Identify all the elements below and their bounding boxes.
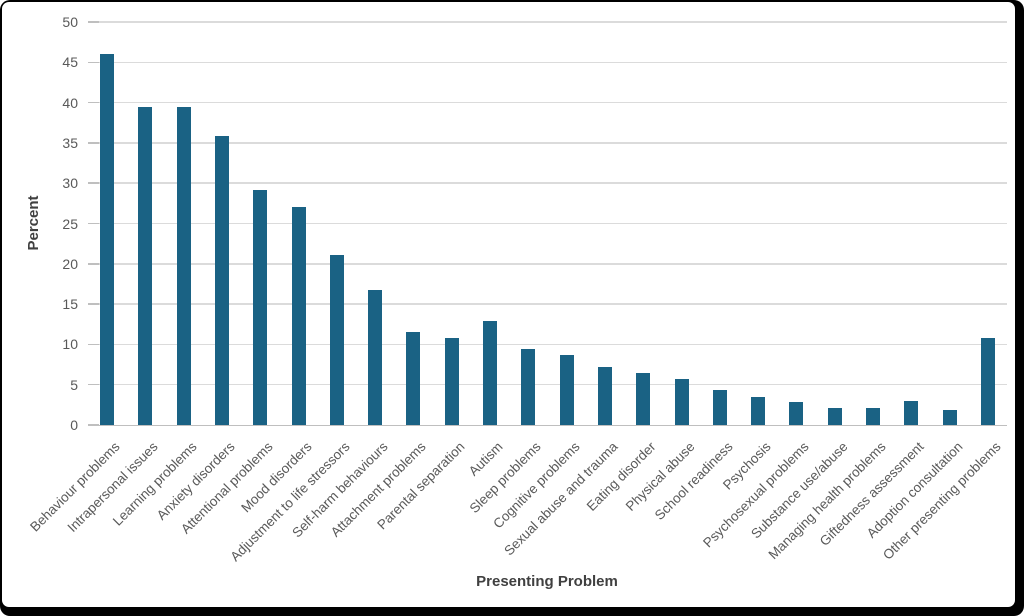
y-axis-tick bbox=[88, 21, 99, 23]
y-axis-tick-label: 30 bbox=[62, 175, 78, 192]
y-axis-tick bbox=[88, 182, 99, 184]
y-axis-tick-label: 15 bbox=[62, 296, 78, 313]
y-axis-tick-label: 35 bbox=[62, 134, 78, 151]
bar-behaviour-problems bbox=[100, 54, 115, 425]
bar-intrapersonal-issues bbox=[138, 107, 153, 425]
x-axis-line bbox=[88, 424, 1007, 426]
y-axis-tick-label: 20 bbox=[62, 255, 78, 272]
gridline bbox=[88, 383, 1007, 386]
gridline bbox=[88, 142, 1007, 144]
bar-psychosexual-problems bbox=[789, 402, 804, 425]
bar-adjustment-to-life-stressors bbox=[329, 254, 344, 425]
bar-adoption-consultation bbox=[942, 409, 957, 425]
gridline bbox=[88, 101, 1007, 104]
bar-school-readiness bbox=[712, 390, 727, 425]
y-axis-tick-label: 45 bbox=[62, 54, 78, 71]
y-axis-tick bbox=[88, 222, 99, 225]
y-axis-tick-label: 40 bbox=[62, 94, 78, 111]
bar-giftedness-assessment bbox=[904, 400, 919, 425]
y-axis-tick-label: 5 bbox=[70, 376, 78, 393]
y-axis-tick bbox=[88, 61, 99, 64]
bar-cognitive-problems bbox=[559, 354, 574, 425]
y-axis-tick bbox=[88, 383, 99, 386]
y-axis-tick-label: 25 bbox=[62, 215, 78, 232]
gridline bbox=[88, 222, 1007, 225]
y-axis-tick-label: 50 bbox=[62, 14, 78, 30]
y-axis-tick bbox=[88, 343, 99, 346]
gridline bbox=[88, 182, 1007, 184]
bar-learning-problems bbox=[176, 107, 191, 425]
gridline bbox=[88, 343, 1007, 346]
bar-attachment-problems bbox=[406, 331, 421, 425]
bar-attentional-problems bbox=[253, 189, 268, 425]
bar-eating-disorder bbox=[636, 372, 651, 425]
bar-sexual-abuse-and-trauma bbox=[597, 366, 612, 425]
y-axis-tick bbox=[88, 142, 99, 144]
bar-mood-disorders bbox=[291, 207, 306, 425]
bar-sleep-problems bbox=[521, 349, 536, 425]
y-axis-tick bbox=[88, 263, 99, 265]
chart-canvas: Percent Presenting Problem 0 5 10 15 20 25 30 3… bbox=[2, 2, 1015, 607]
gridline bbox=[88, 21, 1007, 23]
x-axis-title: Presenting Problem bbox=[476, 573, 618, 590]
plot-area bbox=[88, 21, 1007, 426]
y-axis-tick bbox=[88, 303, 99, 305]
bar-substance-use-abuse bbox=[827, 408, 842, 425]
bar-anxiety-disorders bbox=[215, 136, 230, 425]
bar-self-harm-behaviours bbox=[368, 290, 383, 425]
bar-parental-separation bbox=[444, 337, 459, 425]
bar-psychosis bbox=[751, 396, 766, 425]
y-axis-tick-label: 0 bbox=[70, 417, 78, 433]
gridline bbox=[88, 263, 1007, 265]
y-axis-tick bbox=[88, 101, 99, 104]
gridline bbox=[88, 303, 1007, 305]
bar-managing-health-problems bbox=[865, 408, 880, 425]
bar-other-presenting-problems bbox=[980, 337, 995, 425]
gridline bbox=[88, 61, 1007, 64]
bar-autism bbox=[483, 321, 498, 425]
bar-physical-abuse bbox=[674, 379, 689, 425]
y-axis-tick-label: 10 bbox=[62, 336, 78, 353]
